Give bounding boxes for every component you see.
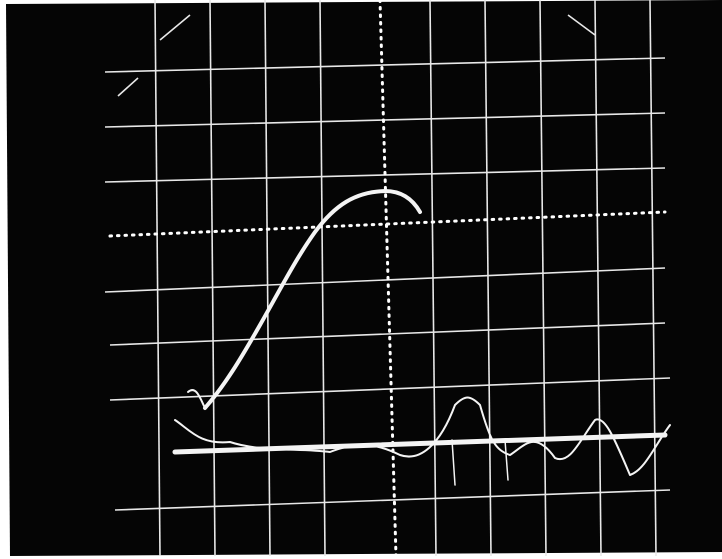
- grid-line: [104, 112, 666, 128]
- traces: [172, 189, 671, 486]
- grid-line: [649, 0, 657, 557]
- noise-trace: [174, 396, 671, 476]
- trace-start: [187, 389, 206, 409]
- grid-line: [104, 267, 666, 293]
- screen: [6, 0, 722, 556]
- corner-mark: [567, 14, 596, 36]
- grid-line: [104, 57, 666, 73]
- rising-trace: [203, 189, 422, 410]
- vertical-grid: [154, 0, 657, 557]
- center-horizontal-axis: [108, 210, 667, 238]
- corner-mark: [117, 77, 139, 97]
- grid-line: [109, 322, 666, 346]
- grid-line: [114, 489, 671, 511]
- grid-line: [209, 0, 216, 557]
- grid-line: [594, 0, 602, 557]
- grid-line: [319, 0, 326, 557]
- grid-line: [539, 0, 547, 557]
- grid-line: [264, 0, 271, 557]
- graticule: [104, 0, 671, 558]
- corner-mark: [159, 14, 191, 41]
- grid-line: [154, 0, 161, 557]
- grid-line: [484, 0, 492, 557]
- center-vertical-axis: [378, 0, 398, 558]
- spike: [451, 439, 509, 486]
